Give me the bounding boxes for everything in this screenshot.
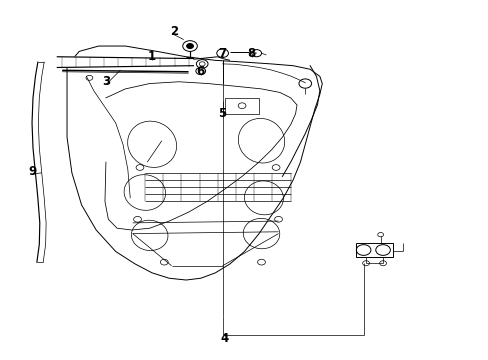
Circle shape <box>186 44 193 49</box>
Text: 4: 4 <box>221 333 229 346</box>
Text: 1: 1 <box>148 50 156 63</box>
Text: 8: 8 <box>247 47 255 60</box>
Bar <box>356 243 392 257</box>
Text: 3: 3 <box>102 75 110 88</box>
Bar <box>224 98 259 114</box>
Text: 9: 9 <box>29 165 37 177</box>
Text: 5: 5 <box>218 107 226 120</box>
Polygon shape <box>57 57 193 67</box>
Text: 6: 6 <box>196 64 204 77</box>
Text: 2: 2 <box>170 25 178 38</box>
Text: 7: 7 <box>218 47 226 60</box>
